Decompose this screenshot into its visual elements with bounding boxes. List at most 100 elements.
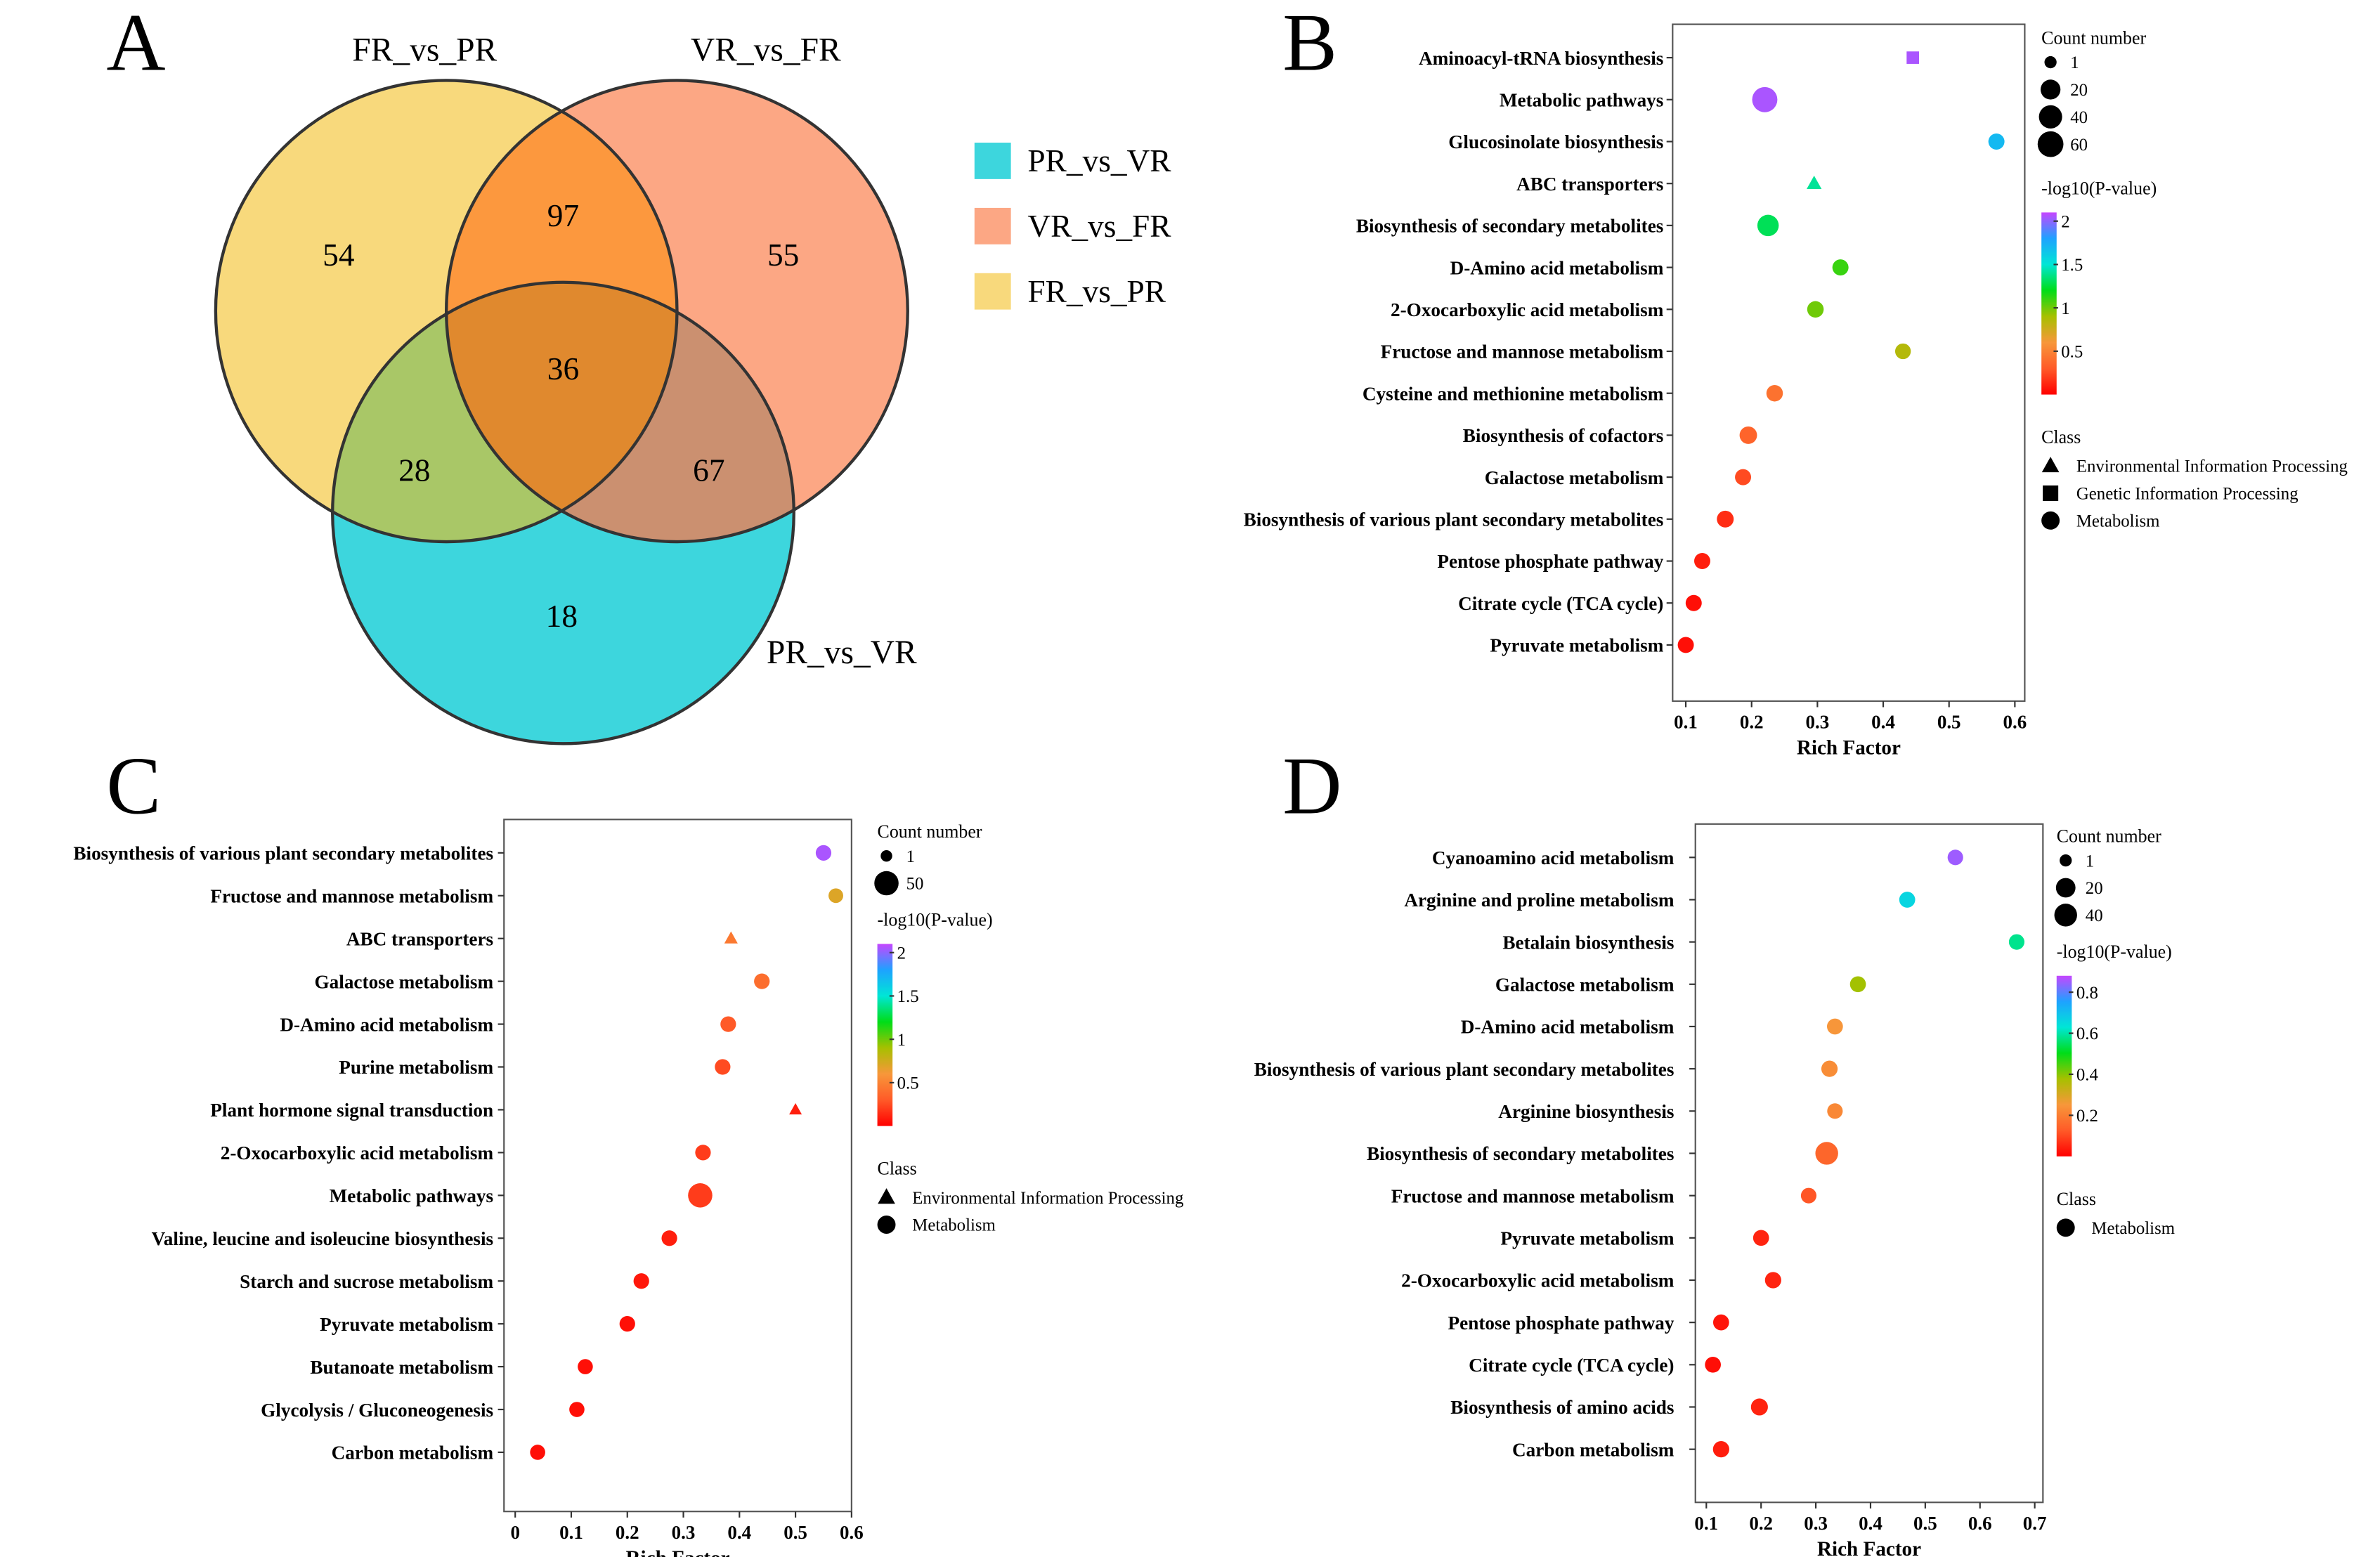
x-tick-label: 0.3 xyxy=(672,1522,696,1543)
y-tick-label: Pentose phosphate pathway xyxy=(1437,551,1663,572)
venn-count: 97 xyxy=(547,198,579,233)
colorbar-tick-label: 1 xyxy=(2061,299,2069,318)
data-point xyxy=(715,1059,731,1075)
colorbar-tick-label: 0.5 xyxy=(897,1074,919,1093)
venn-count: 28 xyxy=(398,453,430,488)
data-point xyxy=(1988,133,2005,150)
data-point xyxy=(1821,1060,1838,1077)
x-tick-label: 0.6 xyxy=(840,1522,864,1543)
data-point xyxy=(578,1359,593,1374)
colorbar xyxy=(2041,212,2057,395)
y-tick-label: Citrate cycle (TCA cycle) xyxy=(1469,1355,1674,1376)
venn-outline-vr xyxy=(445,79,909,544)
x-tick-label: 0.2 xyxy=(1749,1513,1773,1534)
colorbar-tick-label: 0.5 xyxy=(2061,342,2083,361)
y-tick-label: Galactose metabolism xyxy=(315,971,494,992)
x-tick-label: 0.6 xyxy=(1968,1513,1992,1534)
y-tick-label: Pentose phosphate pathway xyxy=(1448,1312,1675,1334)
y-tick-label: Biosynthesis of amino acids xyxy=(1450,1397,1674,1418)
size-legend-label: 20 xyxy=(2086,879,2103,898)
data-point xyxy=(1677,637,1694,653)
class-legend-label: Metabolism xyxy=(2091,1219,2175,1238)
y-tick-label: Citrate cycle (TCA cycle) xyxy=(1458,593,1663,614)
class-legend-label: Environmental Information Processing xyxy=(912,1189,1183,1208)
y-tick-label: Purine metabolism xyxy=(339,1057,493,1078)
colorbar-tick-label: 0.6 xyxy=(2076,1024,2098,1043)
data-point xyxy=(1827,1018,1843,1035)
data-point xyxy=(828,888,843,904)
class-legend-marker xyxy=(878,1188,895,1204)
data-point xyxy=(1685,594,1702,611)
y-tick-label: Glycolysis / Gluconeogenesis xyxy=(261,1400,493,1421)
legend-label: FR_vs_PR xyxy=(1027,274,1166,309)
bubble-chart-c: Biosynthesis of various plant secondary … xyxy=(73,819,1183,1557)
y-tick-label: Arginine biosynthesis xyxy=(1498,1101,1674,1122)
size-legend-label: 1 xyxy=(2086,852,2094,871)
size-legend-marker xyxy=(874,871,899,896)
data-point xyxy=(1753,1230,1769,1246)
data-point xyxy=(1717,510,1734,528)
data-point xyxy=(1947,849,1963,866)
colorbar-tick-label: 0.2 xyxy=(2076,1107,2098,1126)
legend-label: PR_vs_VR xyxy=(1027,143,1171,178)
x-tick-label: 0.3 xyxy=(1806,712,1830,733)
class-legend-marker xyxy=(2056,1218,2075,1237)
venn-set-label: PR_vs_VR xyxy=(767,634,917,671)
venn-count: 18 xyxy=(546,599,578,634)
plot-frame xyxy=(1672,23,2026,702)
venn-set-label: VR_vs_FR xyxy=(691,32,841,68)
y-tick-label: Valine, leucine and isoleucine biosynthe… xyxy=(152,1228,493,1249)
y-tick-label: ABC transporters xyxy=(1516,174,1663,195)
data-point xyxy=(789,1102,802,1115)
panel-letter-b: B xyxy=(1282,0,1337,88)
y-tick-label: Arginine and proline metabolism xyxy=(1404,890,1674,911)
size-legend-label: 40 xyxy=(2070,108,2088,127)
y-tick-label: Fructose and mannose metabolism xyxy=(1381,341,1664,363)
class-legend-marker xyxy=(877,1216,896,1234)
y-tick-label: Pyruvate metabolism xyxy=(1490,635,1663,656)
y-tick-label: Fructose and mannose metabolism xyxy=(210,885,493,906)
data-point xyxy=(661,1230,677,1246)
y-tick-label: Pyruvate metabolism xyxy=(1500,1228,1674,1249)
data-point xyxy=(619,1316,635,1332)
size-legend-label: 40 xyxy=(2086,906,2103,925)
y-tick-label: Biosynthesis of various plant secondary … xyxy=(1254,1059,1675,1080)
x-axis-title: Rich Factor xyxy=(626,1547,730,1557)
x-tick-label: 0.1 xyxy=(1674,712,1698,733)
data-point xyxy=(695,1145,711,1161)
data-point xyxy=(754,973,770,989)
data-point xyxy=(530,1445,545,1460)
venn-count: 67 xyxy=(693,453,724,488)
data-point xyxy=(1694,553,1710,569)
color-legend-title: -log10(P-value) xyxy=(2057,942,2172,962)
bubble-chart-b: Aminoacyl-tRNA biosynthesis Metabolic pat… xyxy=(1244,23,2348,759)
colorbar-tick-label: 1.5 xyxy=(2061,256,2083,275)
y-tick-label: Butanoate metabolism xyxy=(310,1357,493,1378)
class-legend-marker xyxy=(2041,457,2060,473)
color-legend-title: -log10(P-value) xyxy=(878,910,993,930)
data-point xyxy=(1815,1142,1838,1165)
venn-set-label: FR_vs_PR xyxy=(352,32,497,68)
data-point xyxy=(1827,1103,1843,1119)
size-legend-marker xyxy=(2037,131,2064,157)
data-point xyxy=(1705,1356,1721,1373)
class-legend-label: Environmental Information Processing xyxy=(2076,457,2348,476)
y-tick-label: Betalain biosynthesis xyxy=(1502,932,1674,953)
y-tick-label: D-Amino acid metabolism xyxy=(1461,1017,1675,1038)
data-point xyxy=(569,1402,585,1417)
size-legend-label: 50 xyxy=(906,875,924,894)
class-legend-title: Class xyxy=(878,1159,917,1179)
y-tick-label: Fructose and mannose metabolism xyxy=(1391,1185,1675,1206)
class-legend-label: Metabolism xyxy=(2076,512,2160,530)
legend-label: VR_vs_FR xyxy=(1027,209,1171,244)
plot-frame xyxy=(1694,823,2044,1504)
class-legend-marker xyxy=(2041,511,2060,530)
x-tick-label: 0.6 xyxy=(2003,712,2027,733)
y-tick-label: Glucosinolate biosynthesis xyxy=(1448,131,1663,152)
data-point xyxy=(724,931,738,944)
colorbar-tick-label: 2 xyxy=(2061,212,2069,231)
size-legend-title: Count number xyxy=(878,821,982,842)
x-axis-title: Rich Factor xyxy=(1817,1538,1921,1557)
venn-count: 36 xyxy=(547,351,579,386)
